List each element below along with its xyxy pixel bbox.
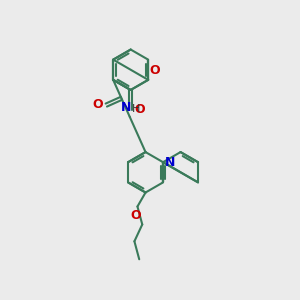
Text: O: O xyxy=(131,208,141,222)
Text: N: N xyxy=(165,156,175,169)
Text: O: O xyxy=(134,103,145,116)
Text: O: O xyxy=(93,98,103,111)
Text: O: O xyxy=(150,64,160,77)
Text: H: H xyxy=(132,104,140,114)
Text: N: N xyxy=(121,101,131,114)
